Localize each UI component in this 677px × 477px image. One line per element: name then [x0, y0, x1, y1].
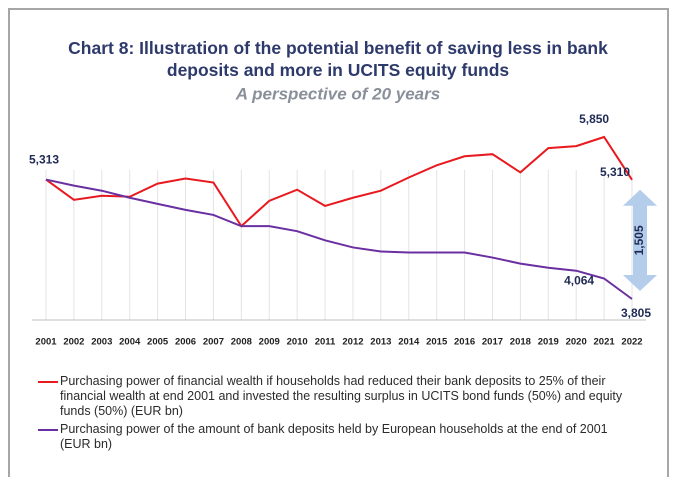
- chart-title: Chart 8: Illustration of the potential b…: [68, 38, 608, 80]
- x-tick-label: 2022: [621, 337, 642, 348]
- data-label: 4,064: [564, 274, 594, 288]
- legend-swatch: [38, 381, 58, 383]
- annotation-label: 1,505: [632, 225, 646, 255]
- x-tick-label: 2010: [287, 337, 308, 348]
- x-tick-label: 2014: [398, 337, 420, 348]
- x-tick-label: 2017: [482, 337, 503, 348]
- legend-label: Purchasing power of financial wealth if …: [60, 374, 623, 418]
- data-label: 5,850: [579, 112, 609, 126]
- x-tick-label: 2020: [566, 337, 587, 348]
- x-tick-label: 2004: [119, 337, 141, 348]
- data-label: 5,313: [29, 153, 59, 167]
- x-tick-label: 2016: [454, 337, 475, 348]
- legend-label: Purchasing power of the amount of bank d…: [60, 422, 608, 451]
- x-tick-label: 2009: [259, 337, 280, 348]
- x-tick-label: 2008: [231, 337, 252, 348]
- x-tick-label: 2006: [175, 337, 196, 348]
- x-tick-label: 2001: [35, 337, 57, 348]
- x-tick-label: 2007: [203, 337, 224, 348]
- x-tick-label: 2015: [426, 337, 448, 348]
- difference-arrow: [623, 189, 657, 291]
- x-tick-label: 2003: [91, 337, 112, 348]
- legend-entry: Purchasing power of financial wealth if …: [38, 374, 638, 419]
- x-tick-label: 2011: [315, 337, 336, 348]
- x-tick-label: 2019: [538, 337, 559, 348]
- x-tick-label: 2021: [594, 337, 616, 348]
- x-tick-label: 2012: [342, 337, 363, 348]
- x-tick-label: 2002: [63, 337, 84, 348]
- legend-swatch: [38, 429, 58, 431]
- chart-subtitle: A perspective of 20 years: [235, 84, 440, 103]
- legend-entry: Purchasing power of the amount of bank d…: [38, 422, 638, 452]
- x-tick-label: 2013: [370, 337, 391, 348]
- x-tick-label: 2018: [510, 337, 531, 348]
- series-line: [45, 135, 633, 228]
- data-label: 5,310: [600, 165, 630, 179]
- series-line: [45, 178, 633, 300]
- data-label: 3,805: [621, 306, 651, 320]
- x-tick-label: 2005: [147, 337, 169, 348]
- frame: [8, 8, 669, 477]
